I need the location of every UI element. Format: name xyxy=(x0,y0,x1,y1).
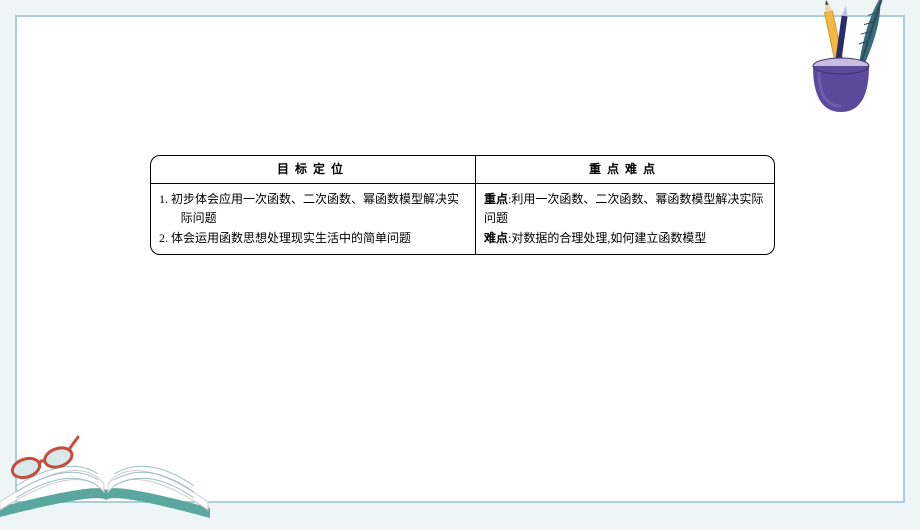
difficulty-line: 难点:对数据的合理处理,如何建立函数模型 xyxy=(484,229,766,248)
keypoint-label: 重点 xyxy=(484,192,508,206)
header-objectives: 目标定位 xyxy=(150,155,475,184)
objective-item-1: 1. 初步体会应用一次函数、二次函数、幂函数模型解决实际问题 xyxy=(159,190,467,228)
difficulty-text: :对数据的合理处理,如何建立函数模型 xyxy=(508,231,706,245)
objective-item-2: 2. 体会运用函数思想处理现实生活中的简单问题 xyxy=(159,229,467,248)
keypoint-line: 重点:利用一次函数、二次函数、幂函数模型解决实际问题 xyxy=(484,190,766,228)
cell-keypoints: 重点:利用一次函数、二次函数、幂函数模型解决实际问题 难点:对数据的合理处理,如… xyxy=(475,184,775,255)
open-book-icon xyxy=(0,380,218,530)
header-keypoints: 重点难点 xyxy=(475,155,775,184)
keypoint-text: :利用一次函数、二次函数、幂函数模型解决实际问题 xyxy=(484,192,763,225)
objectives-table: 目标定位 重点难点 1. 初步体会应用一次函数、二次函数、幂函数模型解决实际问题… xyxy=(150,155,775,255)
difficulty-label: 难点 xyxy=(484,231,508,245)
pen-cup-icon xyxy=(766,0,920,134)
cell-objectives: 1. 初步体会应用一次函数、二次函数、幂函数模型解决实际问题 2. 体会运用函数… xyxy=(150,184,475,255)
